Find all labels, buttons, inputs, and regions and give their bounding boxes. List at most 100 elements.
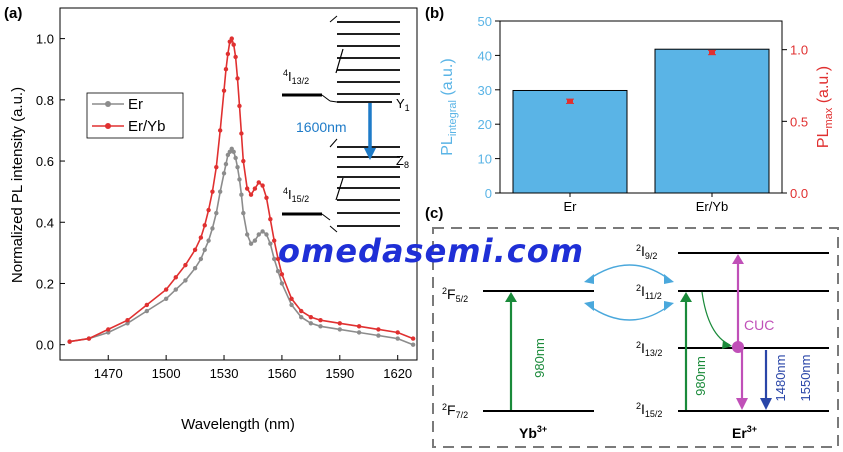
data-point <box>67 339 72 344</box>
data-point <box>106 327 111 332</box>
energy-transfer-head-3 <box>584 301 594 311</box>
y-tick-label: 0.2 <box>36 276 54 291</box>
left-y-tick-label: 20 <box>478 117 492 132</box>
data-point <box>318 324 323 329</box>
data-point <box>410 342 416 347</box>
er-ion-label: Er3+ <box>732 424 757 441</box>
data-point <box>217 128 223 133</box>
data-point <box>198 256 204 262</box>
data-point <box>173 275 178 280</box>
er-pump-label: 980nm <box>693 356 708 396</box>
inset-lower-sublevel-label: Z8 <box>396 153 409 170</box>
data-point <box>225 51 231 57</box>
data-point <box>244 186 250 191</box>
cuc-arrowhead-down <box>736 398 748 410</box>
data-point <box>410 336 416 341</box>
er-level-i92-label: 2I9/2 <box>636 243 657 261</box>
relaxation-arrowhead <box>722 340 732 349</box>
data-point <box>223 67 229 72</box>
data-point <box>210 189 215 194</box>
right-y-tick-label: 0.0 <box>790 186 808 201</box>
data-point <box>395 336 400 341</box>
data-point <box>289 296 294 301</box>
data-point <box>275 269 281 274</box>
inset-lower-level-label: 4I15/2 <box>283 186 309 204</box>
cuc-arrowhead-up <box>732 254 744 264</box>
data-point <box>86 336 92 341</box>
data-point <box>252 186 258 191</box>
panel-b-label: (b) <box>425 5 444 22</box>
data-point <box>337 321 343 326</box>
chart-a-frame <box>59 7 418 361</box>
data-point <box>206 207 211 213</box>
max-marker <box>709 50 715 55</box>
x-category-label: Er/Yb <box>696 199 729 214</box>
data-point <box>248 241 254 246</box>
data-point <box>231 42 236 47</box>
data-point <box>272 238 277 243</box>
data-point <box>183 278 188 283</box>
y-tick-label: 0.8 <box>36 93 54 108</box>
chart-a-series <box>67 36 416 347</box>
data-point <box>144 302 150 308</box>
data-point <box>239 131 244 136</box>
data-point <box>264 195 269 200</box>
inset-upper-manifold <box>282 15 400 103</box>
chart-b-frame <box>499 20 783 194</box>
cuc-dot <box>732 341 744 353</box>
max-marker <box>567 99 573 104</box>
chart-b-left-ylabel: PLintegral (a.u.) <box>439 58 459 155</box>
energy-transfer-upper <box>587 264 671 281</box>
x-tick-label: 1530 <box>210 366 239 381</box>
data-point <box>183 262 188 268</box>
bar-er <box>512 89 628 194</box>
emission-1480-arrowhead <box>760 398 772 410</box>
data-point <box>241 210 246 216</box>
data-point <box>198 235 204 240</box>
data-point <box>244 232 250 237</box>
data-point <box>202 223 207 228</box>
data-point <box>256 232 261 237</box>
data-point <box>376 327 381 332</box>
yb-level-f52-label: 2F5/2 <box>442 286 468 304</box>
data-point <box>356 330 362 335</box>
data-point <box>241 158 246 164</box>
data-point <box>299 314 304 320</box>
chart-a-legend: Er Er/Yb <box>86 92 184 139</box>
chart-b-left-axis: 0 10 20 30 40 50 <box>478 14 500 201</box>
x-tick-label: 1590 <box>325 366 354 381</box>
yb-level-f72-label: 2F7/2 <box>442 402 468 420</box>
data-point <box>221 171 227 176</box>
legend-eryb-label: Er/Yb <box>128 118 166 135</box>
y-tick-label: 0.4 <box>36 215 54 230</box>
chart-b-x-axis: Er Er/Yb <box>564 193 729 214</box>
data-point <box>173 287 178 292</box>
data-point <box>356 324 362 329</box>
data-point <box>299 308 304 314</box>
er-level-i152-label: 2I15/2 <box>636 401 662 419</box>
er-level-i132-label: 2I13/2 <box>636 340 662 358</box>
data-point <box>395 330 400 335</box>
emission-1480-label: 1480nm <box>773 355 788 402</box>
data-point <box>192 265 198 271</box>
left-y-tick-label: 0 <box>485 186 492 201</box>
data-point <box>268 241 273 246</box>
data-point <box>125 321 130 326</box>
data-point <box>376 333 381 338</box>
data-point <box>163 287 169 292</box>
yb-ion-label: Yb3+ <box>519 424 547 441</box>
panel-a-label: (a) <box>4 5 22 22</box>
left-y-tick-label: 40 <box>478 48 492 63</box>
legend-eryb-marker <box>105 123 111 129</box>
yb-pump-label: 980nm <box>532 338 547 378</box>
inset-upper-level-label: 4I13/2 <box>283 68 309 86</box>
er-level-i112-label: 2I11/2 <box>636 283 662 301</box>
diagram-frame <box>432 227 839 448</box>
relaxation-arrow <box>701 291 731 346</box>
data-point <box>217 189 223 194</box>
data-point <box>337 327 343 332</box>
chart-a-x-axis: 1470 1500 1530 1560 1590 1620 <box>94 355 412 381</box>
data-point <box>202 247 207 253</box>
data-point <box>279 281 285 286</box>
